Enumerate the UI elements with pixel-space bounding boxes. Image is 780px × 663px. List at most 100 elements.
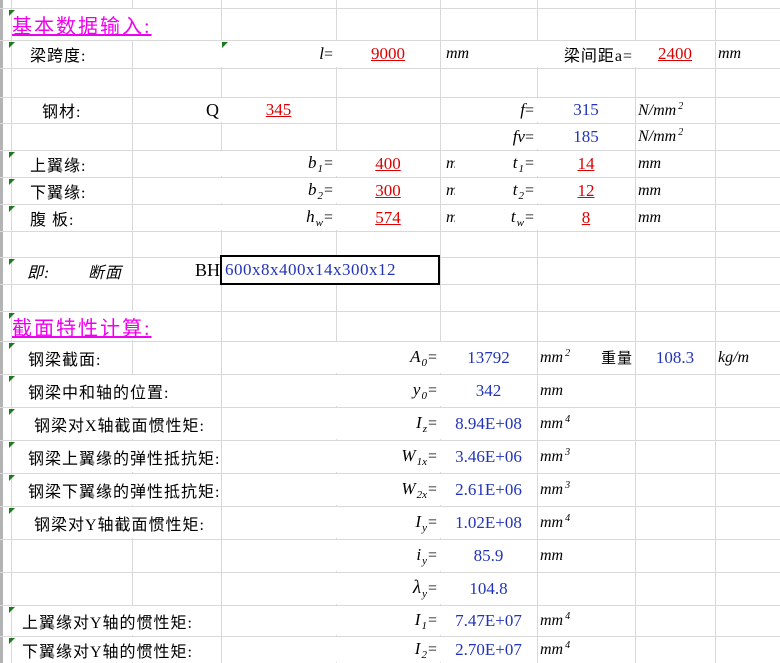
t1-value[interactable]: 14 xyxy=(577,153,595,173)
b1-value[interactable]: 400 xyxy=(375,153,401,173)
gridline-h xyxy=(0,473,780,474)
beam-span-value-cell[interactable]: 9000 xyxy=(337,41,439,67)
symbol-t-sub: 1 xyxy=(518,162,524,175)
gridline-h xyxy=(0,40,780,41)
gridline-h xyxy=(0,204,780,205)
row-steel: 钢材: Q 345 f= 315 N/mm 2 xyxy=(0,98,780,122)
prop-value: 2.61E+06 xyxy=(455,479,522,499)
unit-sup: 3 xyxy=(565,447,571,458)
symbol-fv: fv xyxy=(512,126,525,146)
prop-symbol: Iy= xyxy=(330,507,441,538)
symbol-b-sub: 1 xyxy=(317,162,323,175)
prop-value-cell: 85.9 xyxy=(441,540,536,571)
row-prop-i1: 上翼缘对Y轴的惯性矩: I1= 7.47E+07 mm 4 xyxy=(0,606,780,635)
row-props-title: 截面特性计算: xyxy=(0,312,780,340)
tw-value-cell[interactable]: 8 xyxy=(538,205,634,230)
gridline-h xyxy=(0,177,780,178)
equals-sign: = xyxy=(524,128,534,146)
t1-value-cell[interactable]: 14 xyxy=(538,151,634,176)
prop-unit: mm xyxy=(540,375,566,406)
steel-grade-value[interactable]: 345 xyxy=(265,100,292,119)
weight-unit: kg/m xyxy=(718,342,750,373)
tw-value[interactable]: 8 xyxy=(581,207,591,227)
fv-unit: N/mm 2 xyxy=(638,124,684,149)
prop-value-cell: 13792 xyxy=(441,342,536,373)
f-value: 315 xyxy=(573,100,599,119)
row-fv: fv= 185 N/mm 2 xyxy=(0,124,780,149)
gridline-h xyxy=(0,231,780,232)
equals-sign: = xyxy=(427,513,437,531)
symbol-t: t xyxy=(512,179,518,199)
steel-label: 钢材: xyxy=(42,98,82,122)
formula-indicator-icon xyxy=(9,10,15,16)
formula-indicator-icon xyxy=(9,313,15,319)
section-title-text: 截面特性计算: xyxy=(12,317,152,340)
unit-sup: 2 xyxy=(565,348,571,359)
t2-value[interactable]: 12 xyxy=(577,180,595,200)
prop-unit: mm 3 xyxy=(540,474,571,505)
tw-unit: mm xyxy=(638,205,662,230)
hw-symbol: hw= xyxy=(200,205,337,230)
unit-base: mm xyxy=(540,448,564,465)
t1-unit: mm xyxy=(638,151,662,176)
row-input-title: 基本数据输入: xyxy=(0,9,780,40)
row-prop-slenderness: λy= 104.8 xyxy=(0,573,780,604)
steel-grade-prefix: Q xyxy=(160,98,223,122)
symbol-b-sub: 2 xyxy=(317,189,323,202)
prop-symbol: I2= xyxy=(330,637,441,662)
beam-span-value[interactable]: 9000 xyxy=(371,44,405,63)
prop-value-cell: 2.70E+07 xyxy=(441,637,536,662)
beam-spacing-label: 梁间距a= xyxy=(520,41,637,67)
hw-value-cell[interactable]: 574 xyxy=(337,205,439,230)
symbol-f: f xyxy=(520,100,525,119)
symbol-sub: 0 xyxy=(421,389,427,402)
f-value-cell: 315 xyxy=(538,98,634,122)
unit-sup: 4 xyxy=(565,414,571,425)
equals-sign: = xyxy=(427,640,437,658)
prop-unit: mm xyxy=(540,540,566,571)
input-section-title: 基本数据输入: xyxy=(12,9,152,40)
selected-cell-section-designation[interactable]: 600x8x400x14x300x12 xyxy=(220,255,440,285)
prop-value: 85.9 xyxy=(473,545,504,565)
prop-symbol: W2x= xyxy=(330,474,441,505)
prop-unit: mm 2 xyxy=(540,342,571,373)
t2-value-cell[interactable]: 12 xyxy=(538,178,634,203)
row-prop-radius: iy= 85.9 mm xyxy=(0,540,780,571)
t2-unit: mm xyxy=(638,178,662,203)
f-unit-sup: 2 xyxy=(678,100,684,112)
b2-value-cell[interactable]: 300 xyxy=(337,178,439,203)
row-beam-span: 梁跨度: l= 9000 mm 梁间距a= 2400 mm xyxy=(0,41,780,67)
gridline-v xyxy=(440,0,441,663)
symbol-t: t xyxy=(510,206,516,226)
gridline-v xyxy=(336,0,337,663)
beam-spacing-value[interactable]: 2400 xyxy=(658,44,692,63)
formula-indicator-icon xyxy=(9,409,15,415)
b1-value-cell[interactable]: 400 xyxy=(337,151,439,176)
weight-value-cell: 108.3 xyxy=(636,342,714,373)
formula-indicator-icon xyxy=(9,179,15,185)
equals-sign: = xyxy=(427,414,437,432)
symbol-sub: y xyxy=(422,554,427,567)
unit-base: mm xyxy=(540,415,564,432)
section-designation-value[interactable]: 600x8x400x14x300x12 xyxy=(225,260,396,279)
sheet-left-edge xyxy=(0,0,3,663)
beam-spacing-value-cell[interactable]: 2400 xyxy=(636,41,714,67)
hw-value[interactable]: 574 xyxy=(375,207,401,227)
f-unit: N/mm 2 xyxy=(638,98,684,122)
t1-symbol: t1= xyxy=(455,151,538,176)
prop-label: 钢梁对X轴截面惯性矩: xyxy=(34,408,206,439)
b2-value[interactable]: 300 xyxy=(375,180,401,200)
prop-unit: mm 4 xyxy=(540,507,571,538)
weight-value: 108.3 xyxy=(655,347,695,367)
row-top-flange: 上翼缘: b1= 400 mm t1= 14 mm xyxy=(0,151,780,176)
gridline-h xyxy=(0,605,780,606)
row-bottom-flange: 下翼缘: b2= 300 mm t2= 12 mm xyxy=(0,178,780,203)
beam-span-symbol: l= xyxy=(200,41,337,67)
equals-sign: = xyxy=(427,447,437,465)
steel-grade-cell[interactable]: 345 xyxy=(222,98,335,122)
fv-unit-sup: 2 xyxy=(678,127,684,138)
formula-indicator-icon xyxy=(9,42,15,48)
section-title-text: 基本数据输入: xyxy=(12,16,152,38)
formula-indicator-icon xyxy=(9,508,15,514)
prop-value-cell: 3.46E+06 xyxy=(441,441,536,472)
